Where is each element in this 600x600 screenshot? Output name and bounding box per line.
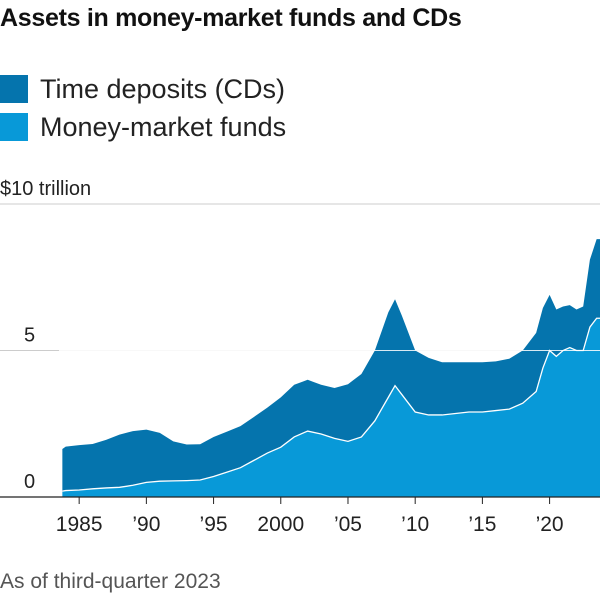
x-tick-label: ’95 [200,513,228,536]
x-tick-label: ’10 [401,513,429,536]
legend-swatch-time-deposits [0,75,28,103]
legend-label-money-market: Money-market funds [40,111,287,142]
x-tick-label: ’15 [468,513,496,536]
x-tick-label: 2000 [257,513,304,536]
series-line-money-market [62,317,600,492]
y-tick-label: 5 [24,325,35,347]
x-tick-label: ’05 [334,513,362,536]
series-area-time-deposits [62,239,600,492]
legend-swatch-money-market [0,113,28,141]
series-area-money-market [62,318,600,497]
x-tick-label: ’20 [536,513,564,536]
x-tick-label: 1985 [56,513,103,536]
legend-item-time-deposits: Time deposits (CDs) [0,72,285,106]
x-tick-label: ’90 [132,513,160,536]
y-tick-label: $10 trillion [0,178,91,200]
y-tick-label: 0 [24,471,35,493]
chart-footnote: As of third-quarter 2023 [0,570,221,593]
legend-label-time-deposits: Time deposits (CDs) [40,73,286,104]
chart-title: Assets in money-market funds and CDs [0,4,462,32]
legend-item-money-market: Money-market funds [0,110,286,144]
